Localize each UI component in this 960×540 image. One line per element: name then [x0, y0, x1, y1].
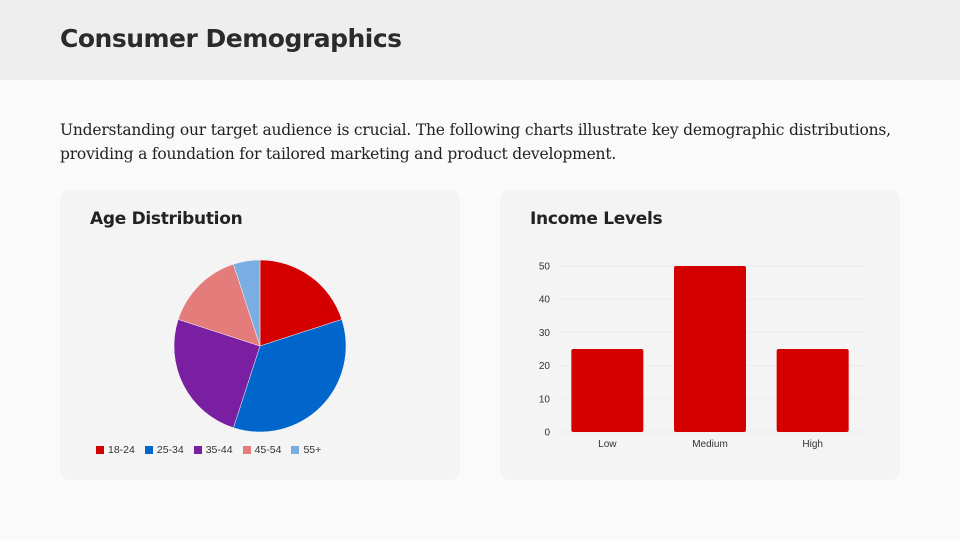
legend-label: 35-44: [205, 444, 233, 456]
x-tick-label: High: [802, 439, 823, 450]
age-pie-chart: [173, 259, 347, 433]
legend-swatch: [144, 446, 153, 454]
pie-slice-25-34: [233, 319, 347, 433]
y-tick-label: 50: [539, 262, 551, 273]
pie-slice-18-24: [259, 259, 343, 347]
legend-swatch: [291, 446, 300, 454]
legend-item: 35-44: [193, 444, 233, 456]
legend-item: 18-24: [96, 444, 135, 456]
pie-slice-45-54: [177, 263, 261, 347]
header-bar: Consumer Demographics: [0, 0, 960, 80]
y-tick-label: 30: [539, 328, 551, 339]
intro-paragraph: Understanding our target audience is cru…: [60, 121, 891, 163]
y-tick-label: 40: [539, 295, 551, 306]
legend-swatch: [96, 446, 104, 454]
legend-item: 25-34: [144, 444, 184, 456]
legend-label: 25-34: [156, 444, 184, 456]
bar-medium: [674, 266, 746, 432]
legend-item: 45-54: [242, 444, 282, 456]
legend-label: 45-54: [254, 444, 282, 456]
age-distribution-card: Age Distribution 18-24 25-34 35-44 45-54 55+: [60, 190, 460, 480]
legend-label: 55+: [303, 444, 322, 456]
bar-low: [571, 349, 644, 432]
age-chart-title: Age Distribution: [90, 209, 243, 229]
pie-slice-55+: [233, 259, 261, 347]
bar-high: [776, 349, 849, 432]
page-title: Consumer Demographics: [60, 24, 402, 53]
income-levels-card: Income Levels 0 10 20 30 40 50 Low Medium High: [500, 190, 900, 480]
income-bar-chart: 0 10 20 30 40 50 Low Medium High: [539, 262, 864, 450]
y-tick-label: 20: [539, 361, 551, 372]
x-tick-label: Low: [598, 439, 617, 450]
pie-slice-35-44: [173, 319, 261, 429]
x-tick-label: Medium: [692, 439, 728, 450]
legend-swatch: [242, 446, 251, 454]
y-tick-label: 10: [539, 394, 551, 405]
y-tick-label: 0: [544, 428, 550, 439]
legend-label: 18-24: [108, 444, 135, 456]
age-legend: 18-24 25-34 35-44 45-54 55+: [96, 444, 321, 456]
income-chart-title: Income Levels: [530, 209, 663, 229]
legend-item: 55+: [291, 444, 321, 456]
legend-swatch: [193, 446, 202, 454]
